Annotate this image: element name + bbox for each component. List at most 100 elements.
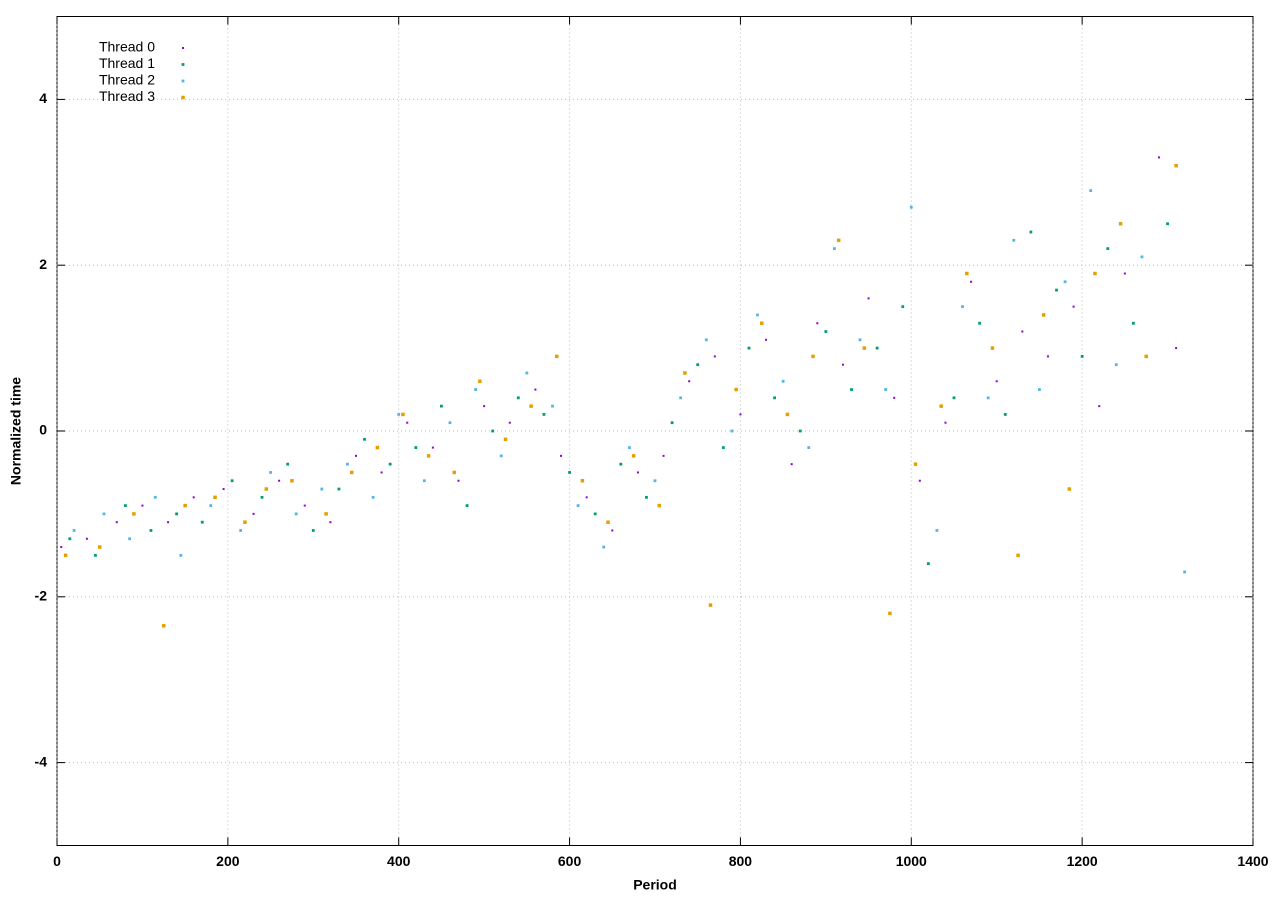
point — [200, 520, 204, 524]
x-tick-label: 800 — [729, 853, 753, 869]
legend-marker — [181, 95, 185, 100]
point — [1046, 355, 1049, 358]
point — [529, 404, 533, 408]
point — [850, 388, 853, 391]
y-axis-label: Normalized time — [8, 377, 24, 485]
point — [303, 504, 306, 507]
point — [568, 471, 571, 474]
point — [970, 280, 973, 283]
point — [765, 338, 768, 341]
legend-label: Thread 3 — [99, 88, 155, 104]
point — [465, 504, 469, 508]
legend-label: Thread 2 — [99, 72, 155, 88]
point — [1098, 405, 1101, 408]
point — [286, 462, 290, 466]
point — [162, 624, 166, 628]
point — [824, 330, 828, 333]
point — [85, 537, 88, 540]
point — [213, 495, 217, 500]
point — [1140, 255, 1144, 259]
point — [534, 388, 537, 391]
point — [175, 512, 178, 516]
point — [913, 462, 918, 466]
point — [816, 322, 819, 325]
point — [986, 396, 990, 400]
point — [1016, 553, 1020, 558]
point — [491, 429, 495, 433]
point — [102, 512, 106, 516]
point — [380, 471, 383, 474]
point — [324, 512, 328, 516]
point — [593, 512, 597, 516]
point — [452, 470, 456, 475]
point — [1041, 313, 1046, 317]
point — [431, 446, 434, 449]
point — [252, 512, 255, 515]
point — [1166, 222, 1169, 226]
point — [337, 487, 341, 491]
point — [978, 321, 982, 325]
point — [611, 529, 614, 532]
point — [363, 437, 366, 441]
y-tick-label: 0 — [39, 422, 47, 438]
point — [645, 495, 648, 499]
point — [760, 321, 764, 325]
point — [833, 247, 836, 251]
point — [926, 562, 930, 566]
point — [68, 537, 72, 541]
point — [606, 520, 610, 524]
point — [1114, 363, 1118, 367]
point — [320, 487, 324, 491]
point — [72, 529, 76, 532]
point — [128, 537, 132, 541]
point — [269, 471, 272, 474]
point — [1183, 570, 1187, 574]
point — [1055, 288, 1058, 292]
point — [311, 529, 315, 532]
point — [862, 346, 867, 350]
point — [627, 446, 631, 449]
point — [478, 379, 482, 384]
point — [944, 421, 947, 424]
point — [560, 454, 563, 457]
point — [747, 346, 751, 350]
point — [875, 346, 879, 350]
point — [264, 487, 269, 491]
point — [935, 529, 939, 532]
point — [222, 488, 225, 491]
legend-marker — [181, 63, 185, 66]
point — [209, 504, 213, 508]
point — [94, 553, 97, 557]
point — [790, 463, 793, 466]
point — [483, 405, 486, 408]
point — [503, 437, 508, 442]
point — [918, 479, 921, 482]
legend-label: Thread 0 — [99, 39, 155, 55]
point — [375, 445, 380, 450]
point — [1132, 321, 1135, 325]
point — [508, 421, 511, 424]
point — [63, 553, 68, 558]
point — [183, 503, 187, 508]
point — [1029, 230, 1033, 234]
point — [888, 611, 892, 616]
point — [525, 371, 529, 375]
point — [115, 521, 118, 524]
point — [696, 363, 700, 367]
point — [141, 504, 144, 507]
point — [260, 495, 264, 499]
point — [60, 546, 63, 549]
point — [1093, 271, 1097, 276]
legend-marker — [181, 79, 185, 83]
point — [243, 520, 247, 524]
point — [662, 454, 665, 457]
point — [516, 396, 520, 400]
point — [1144, 354, 1148, 359]
point — [474, 388, 477, 391]
x-tick-label: 600 — [558, 853, 582, 869]
point — [167, 521, 170, 524]
point — [499, 454, 503, 458]
point — [1089, 189, 1093, 192]
point — [1175, 347, 1178, 350]
